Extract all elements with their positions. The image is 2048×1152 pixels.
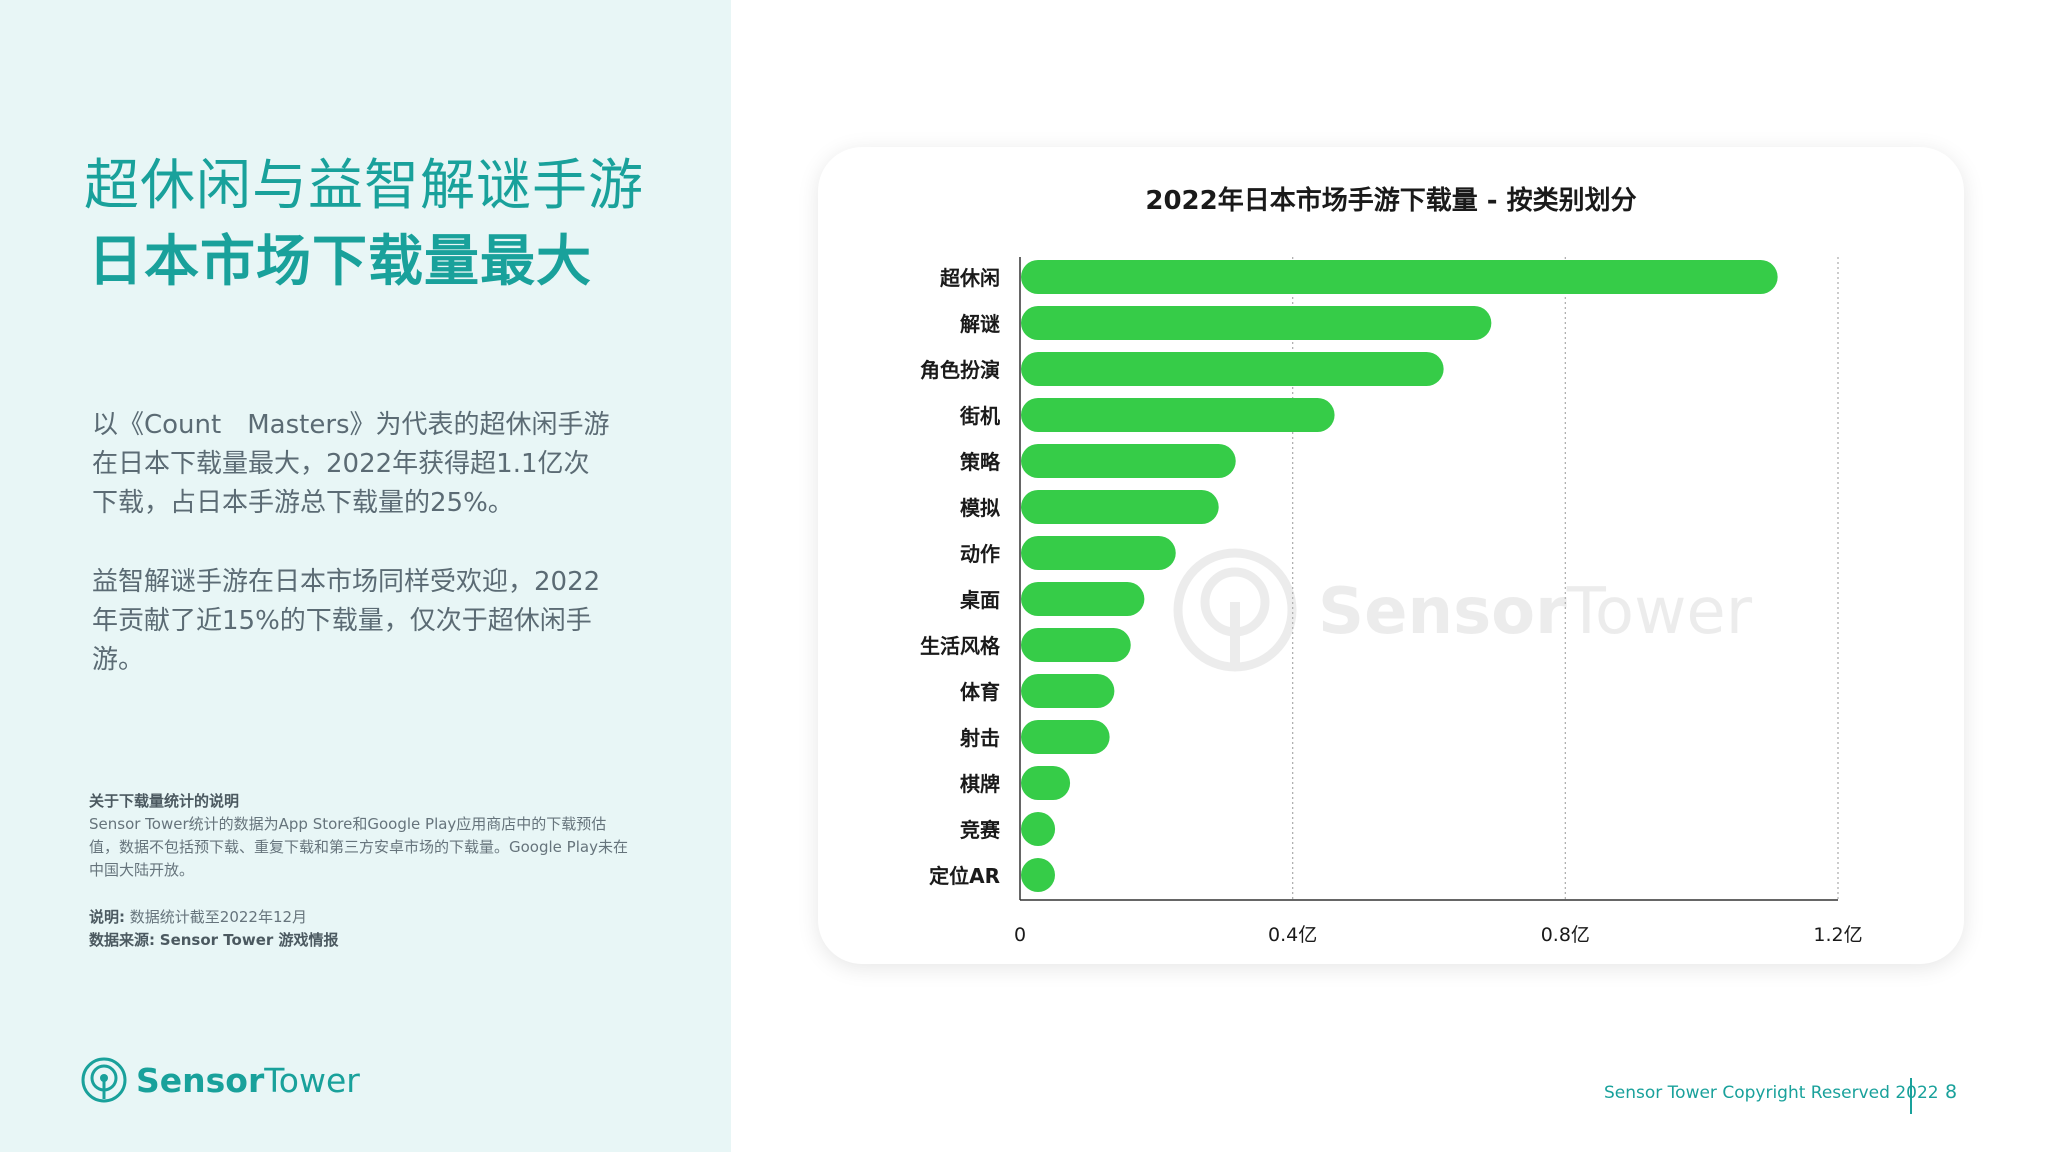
category-label-9: 体育	[960, 680, 1000, 704]
watermark-bold: Sensor	[1318, 575, 1567, 649]
note-source-text: Sensor Tower 游戏情报	[159, 931, 339, 949]
watermark: SensorTower	[1173, 548, 1753, 672]
category-label-13: 定位AR	[929, 864, 1000, 888]
x-tick-label-0: 0	[1014, 924, 1026, 946]
footer-divider	[1910, 1078, 1912, 1114]
bar-11	[1021, 766, 1071, 800]
sensor-tower-logo-icon	[81, 1057, 127, 1103]
x-tick-label-1: 0.4亿	[1268, 924, 1317, 946]
logo-text-bold: Sensor	[136, 1060, 265, 1100]
downloads-bar-chart: SensorTower 2022年日本市场手游下载量 - 按类别划分 超休闲解谜…	[920, 185, 1863, 946]
watermark-regular: Tower	[1566, 575, 1753, 649]
category-label-12: 竞赛	[960, 818, 1001, 842]
slide-title-line2: 日本市场下载量最大	[88, 229, 593, 293]
svg-text:SensorTower: SensorTower	[1318, 575, 1753, 649]
bar-8	[1021, 628, 1131, 662]
x-tick-label-3: 1.2亿	[1813, 924, 1862, 946]
bar-4	[1021, 444, 1236, 478]
paragraph-puzzle: 益智解谜手游在日本市场同样受欢迎，2022年贡献了近15%的下载量，仅次于超休闲…	[92, 567, 601, 675]
bar-6	[1021, 536, 1176, 570]
left-panel	[0, 0, 731, 1152]
bar-1	[1021, 306, 1492, 340]
chart-axis	[1019, 257, 1838, 901]
category-label-3: 街机	[959, 404, 1000, 428]
note-source-label: 数据来源:	[89, 931, 155, 949]
chart-title: 2022年日本市场手游下载量 - 按类别划分	[1145, 185, 1636, 216]
bar-2	[1021, 352, 1444, 386]
paragraph-hypercasual: 以《Count Masters》为代表的超休闲手游在日本下载量最大，2022年获…	[92, 410, 610, 518]
x-tick-labels: 0 0.4亿 0.8亿 1.2亿	[1014, 924, 1863, 946]
bar-13	[1021, 858, 1055, 892]
page-number: 8	[1945, 1081, 1958, 1103]
note-date-label: 说明:	[89, 908, 125, 926]
category-label-8: 生活风格	[920, 634, 1001, 658]
category-label-11: 棋牌	[960, 772, 1000, 796]
bar-0	[1021, 260, 1778, 294]
note-body: Sensor Tower统计的数据为App Store和Google Play应…	[89, 815, 628, 879]
category-label-1: 解谜	[960, 312, 1000, 336]
x-tick-label-2: 0.8亿	[1541, 924, 1590, 946]
bar-9	[1021, 674, 1115, 708]
category-label-4: 策略	[960, 450, 1001, 474]
category-label-10: 射击	[959, 726, 1000, 750]
category-label-0: 超休闲	[939, 266, 1000, 290]
chart-card: SensorTower 2022年日本市场手游下载量 - 按类别划分 超休闲解谜…	[818, 147, 1964, 964]
bar-5	[1021, 490, 1219, 524]
logo-text-regular: Tower	[264, 1060, 360, 1100]
bar-7	[1021, 582, 1145, 616]
category-label-5: 模拟	[960, 496, 1000, 520]
category-label-2: 角色扮演	[920, 358, 1000, 382]
slide-title-line1: 超休闲与益智解谜手游	[84, 153, 645, 217]
note-date: 说明: 数据统计截至2022年12月	[89, 906, 629, 929]
note-heading: 关于下载量统计的说明	[89, 792, 240, 810]
category-label-7: 桌面	[960, 588, 1000, 612]
footer-copyright: Sensor Tower Copyright Reserved 2022	[1604, 1083, 1939, 1103]
bar-12	[1021, 812, 1056, 846]
note-source: 数据来源: Sensor Tower 游戏情报	[89, 929, 629, 952]
sensor-tower-logo: SensorTower	[80, 1055, 360, 1105]
note-date-text: 数据统计截至2022年12月	[129, 908, 308, 926]
sensor-tower-logo-text: SensorTower	[136, 1061, 360, 1100]
category-label-6: 动作	[960, 542, 1000, 566]
chart-bars	[1021, 260, 1778, 892]
bar-10	[1021, 720, 1110, 754]
chart-grid	[1292, 257, 1839, 900]
bar-3	[1021, 398, 1335, 432]
